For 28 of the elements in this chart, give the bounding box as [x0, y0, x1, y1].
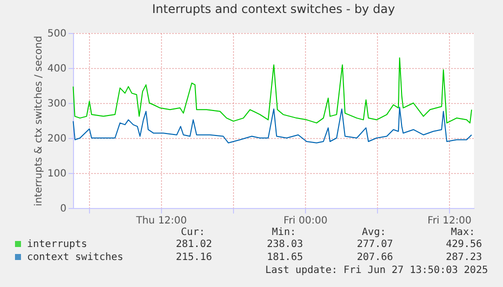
text: Last update: Fri Jun 27 13:50:03 2025	[265, 265, 488, 276]
text: Max:	[450, 227, 475, 238]
x-tick-label: Thu 12:00	[135, 216, 187, 226]
legend-label: context switches	[27, 252, 124, 263]
text: 277.07	[356, 239, 393, 250]
text: Cur:	[180, 227, 205, 238]
y-axis-title: interrupts & ctx switches / second	[33, 36, 44, 206]
text: Min:	[272, 227, 296, 238]
x-tick-label: Fri 12:00	[428, 216, 472, 226]
line-series	[72, 57, 472, 124]
y-tick-label: 400	[47, 64, 66, 74]
y-tick-label: 100	[47, 168, 66, 180]
y-tick-label: 300	[47, 98, 66, 110]
legend-label: interrupts	[27, 239, 88, 250]
x-tick-label: Fri 00:00	[284, 216, 328, 226]
y-tick-label: 0	[60, 204, 66, 214]
text: Avg:	[362, 227, 386, 238]
text: 287.23	[446, 252, 482, 263]
text: 181.65	[266, 252, 303, 263]
y-tick-label: 500	[47, 28, 66, 40]
text: 429.56	[446, 239, 482, 250]
text: 215.16	[176, 252, 212, 263]
y-tick-label: 200	[47, 134, 66, 144]
text: 238.03	[266, 239, 303, 250]
text: 281.02	[176, 239, 212, 250]
text: 207.66	[356, 252, 393, 263]
line-series	[72, 106, 472, 144]
chart-title: Interrupts and context switches - by day	[152, 2, 395, 16]
